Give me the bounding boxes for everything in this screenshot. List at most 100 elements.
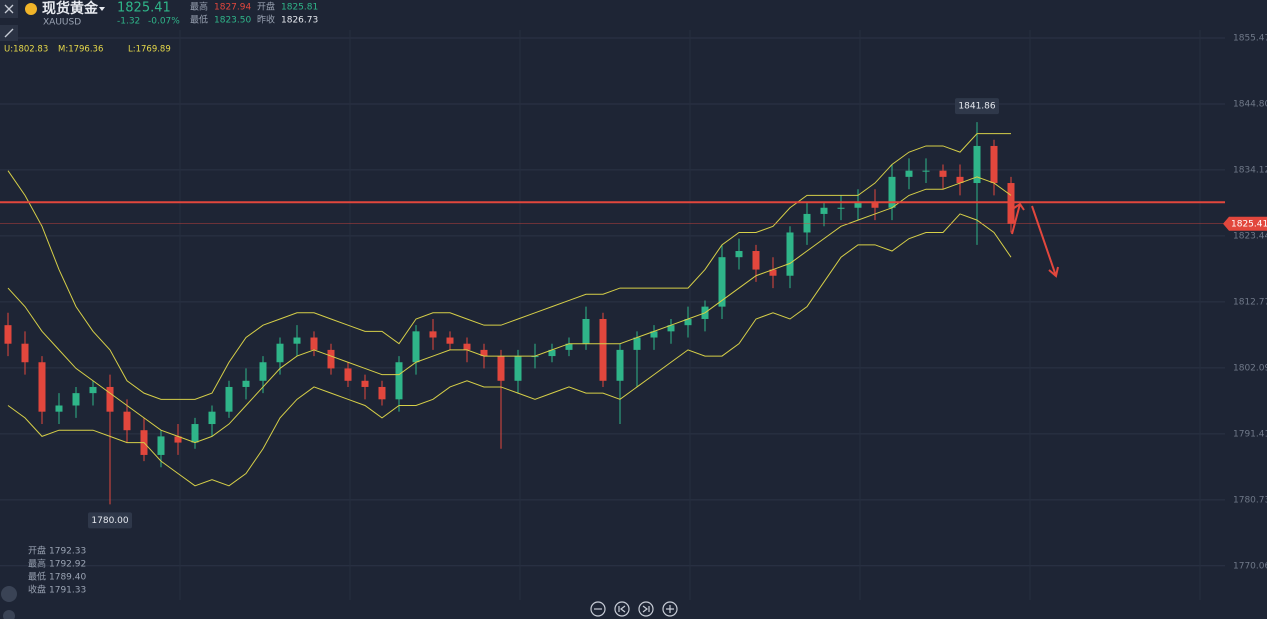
indicator-middle: M:1796.36	[58, 45, 103, 55]
candle-body	[650, 331, 658, 338]
candle-body	[361, 380, 369, 387]
zoom-in-icon	[666, 605, 674, 613]
candle-body	[922, 170, 930, 172]
scroll-left[interactable]	[614, 601, 630, 617]
candle-body	[939, 170, 947, 177]
nav-controls	[590, 601, 678, 617]
indicator-lower: L:1769.89	[128, 45, 171, 55]
candle-body	[72, 393, 80, 406]
candle-body	[1007, 183, 1015, 224]
candle-body	[38, 362, 46, 412]
grid: 1855.47 1844.80 1834.12 1823.44 1812.77 1802.…	[0, 30, 1267, 600]
candle-body	[429, 331, 437, 338]
candle-body	[684, 318, 692, 326]
candle-body	[548, 349, 556, 357]
candle-body	[480, 349, 488, 357]
candle-body	[4, 325, 12, 344]
candle-body	[905, 170, 913, 177]
candle-body	[973, 145, 981, 184]
candle-body	[225, 386, 233, 412]
candle-body	[55, 405, 63, 412]
change: -1.32	[117, 17, 140, 27]
candle-body	[990, 145, 998, 184]
candle-body	[718, 257, 726, 307]
arrow-down	[1031, 205, 1059, 278]
candle-body	[123, 411, 131, 431]
extreme-label: 1780.00	[91, 516, 128, 526]
arrow-up	[1011, 202, 1025, 235]
close-icon	[4, 4, 14, 14]
candle-body	[395, 362, 403, 400]
candle-body	[344, 368, 352, 381]
candle-body	[497, 356, 505, 381]
stat-value: 1825.81	[281, 3, 318, 13]
y-tick-label: 1844.80	[1233, 99, 1267, 109]
candle-body	[888, 176, 896, 208]
extreme-label: 1841.86	[958, 102, 995, 112]
stat-label: 最高	[190, 1, 208, 13]
candle-body	[667, 325, 675, 332]
candle-body	[327, 349, 335, 369]
scroll-right-icon	[642, 605, 650, 613]
indicator-button[interactable]	[1, 586, 17, 602]
dropdown-caret[interactable]	[99, 7, 105, 11]
ohlc-label: 最低	[28, 571, 46, 583]
instrument-name[interactable]: 现货黄金	[42, 0, 99, 17]
ohlc-label: 最高	[28, 558, 46, 570]
y-tick-label: 1791.41	[1233, 429, 1267, 439]
candle-body	[616, 349, 624, 381]
stat-label: 最低	[190, 14, 208, 26]
candle-body	[276, 343, 284, 363]
ohlc-label: 开盘	[28, 545, 46, 557]
drawn-arrows	[1011, 202, 1059, 278]
ohlc-label: 收盘	[28, 584, 46, 596]
scroll-right[interactable]	[638, 601, 654, 617]
stat-value: 1823.50	[214, 16, 251, 26]
zoom-out[interactable]	[590, 601, 606, 617]
y-tick-label: 1823.44	[1233, 231, 1267, 241]
candle-body	[378, 386, 386, 400]
ohlc-value: 1792.92	[49, 560, 86, 570]
candle-body	[820, 207, 828, 214]
settings-button[interactable]	[3, 610, 15, 619]
change-pct: -0.07%	[148, 17, 180, 27]
candle-body	[174, 436, 182, 443]
bollinger-band	[7, 213, 1012, 487]
stat-value: 1826.73	[281, 16, 318, 26]
last-price-tag	[1223, 216, 1267, 231]
last-price-label: 1825.41	[1231, 219, 1267, 229]
candle-body	[837, 207, 845, 209]
candle-body	[293, 337, 301, 344]
cursor-ohlc: 开盘 1792.33 最高 1792.92 最低 1789.40 收盘 1791…	[28, 545, 86, 596]
y-tick-label: 1770.06	[1233, 561, 1267, 571]
y-tick-label: 1834.12	[1233, 165, 1267, 175]
y-tick-label: 1780.73	[1233, 495, 1267, 505]
candle-body	[446, 337, 454, 344]
candle-body	[582, 318, 590, 344]
extreme-label-box	[955, 98, 999, 115]
y-tick-label: 1855.47	[1233, 34, 1267, 44]
candle-body	[89, 386, 97, 394]
candle-body	[514, 356, 522, 381]
candle-body	[735, 251, 743, 258]
candle-body	[463, 343, 471, 350]
candle-body	[854, 201, 862, 208]
ohlc-value: 1789.40	[49, 573, 86, 583]
ohlc-value: 1792.33	[49, 547, 86, 557]
bollinger-band	[7, 176, 1012, 444]
zoom-in[interactable]	[662, 601, 678, 617]
candle-body	[259, 362, 267, 381]
candle-body	[633, 337, 641, 350]
candle-body	[412, 331, 420, 363]
candle-body	[956, 176, 964, 184]
price: 1825.41	[117, 1, 171, 16]
candle-body	[786, 232, 794, 276]
candle-body	[769, 269, 777, 276]
indicator-upper: U:1802.83	[4, 45, 48, 55]
candle-body	[106, 386, 114, 412]
draw-icon	[4, 28, 14, 38]
candle-body	[191, 424, 199, 443]
plot: 1825.41 1841.86 1780.00	[0, 98, 1267, 529]
candle-body	[599, 318, 607, 381]
